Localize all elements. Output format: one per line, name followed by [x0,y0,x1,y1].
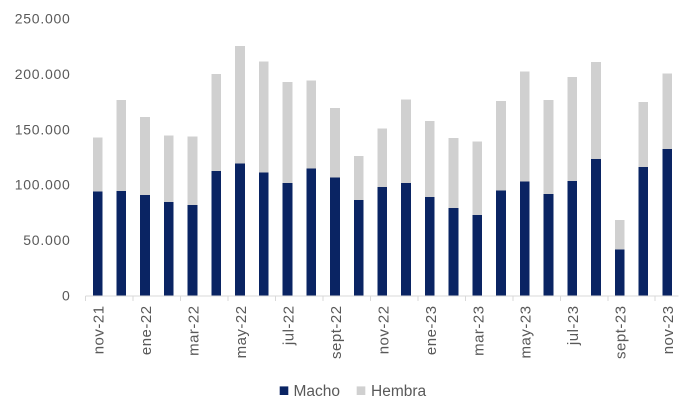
svg-text:nov-22: nov-22 [375,305,392,354]
svg-text:250.000: 250.000 [15,11,71,27]
svg-text:50.000: 50.000 [23,232,70,248]
svg-text:jul-22: jul-22 [280,305,297,346]
svg-text:sept-22: sept-22 [328,305,345,359]
svg-text:mar-22: mar-22 [186,305,203,356]
svg-text:sept-23: sept-23 [613,305,630,359]
svg-text:ene-22: ene-22 [138,305,155,355]
svg-text:150.000: 150.000 [15,121,71,137]
svg-text:nov-21: nov-21 [91,305,108,354]
svg-text:100.000: 100.000 [15,177,71,193]
svg-text:may-23: may-23 [518,305,535,358]
svg-text:ene-23: ene-23 [423,305,440,355]
svg-text:Macho: Macho [294,383,341,400]
svg-text:200.000: 200.000 [15,66,71,82]
svg-text:jul-23: jul-23 [565,305,582,346]
svg-text:may-22: may-22 [233,305,250,358]
svg-text:nov-23: nov-23 [660,305,677,354]
svg-text:0: 0 [62,288,71,304]
svg-text:Hembra: Hembra [371,383,427,400]
svg-text:mar-23: mar-23 [470,305,487,356]
